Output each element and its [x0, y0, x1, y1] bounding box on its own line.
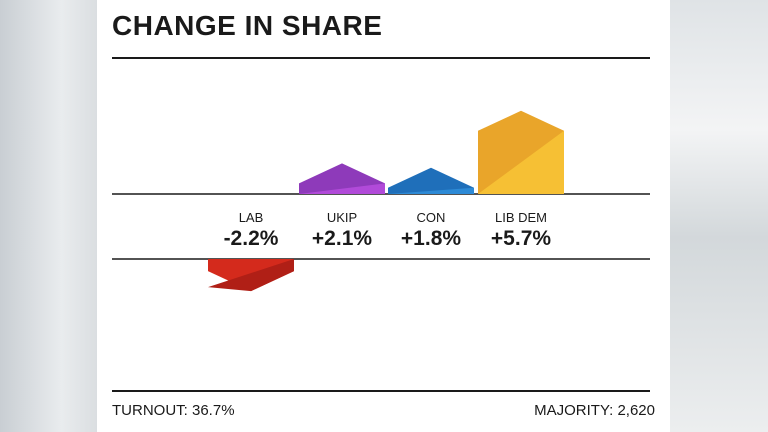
- bar-chart: LAB -2.2% UKIP +2.1% CON +1.8% LIB DEM +5.7%: [112, 110, 650, 292]
- value-label: +2.1%: [312, 227, 372, 250]
- bars-group: [208, 110, 564, 292]
- bar-shade: [299, 183, 385, 194]
- bar-lib-dem: [478, 110, 564, 194]
- chart-title: CHANGE IN SHARE: [112, 10, 383, 41]
- bar-ukip: [299, 163, 385, 194]
- bar-shape: [388, 167, 474, 194]
- bottom-rule: [112, 390, 650, 392]
- value-label: +1.8%: [401, 227, 461, 250]
- graphic-panel: CHANGE IN SHARE LAB -2.2% UKIP +2.1% CON +1.8…: [97, 0, 670, 432]
- bar-shade: [388, 187, 474, 194]
- bar-lab: [208, 259, 294, 292]
- category-label: LIB DEM: [495, 210, 547, 225]
- top-rule: [112, 57, 650, 59]
- majority-text: MAJORITY: 2,620: [534, 402, 655, 419]
- category-label: LAB: [239, 210, 264, 225]
- value-label: +5.7%: [491, 227, 551, 250]
- category-label: CON: [417, 210, 446, 225]
- bar-shade: [478, 130, 564, 194]
- bar-shade: [208, 259, 294, 292]
- turnout-text: TURNOUT: 36.7%: [112, 402, 235, 419]
- labels-group: LAB -2.2% UKIP +2.1% CON +1.8% LIB DEM +5.7%: [224, 210, 552, 250]
- category-label: UKIP: [327, 210, 357, 225]
- background-right: [670, 0, 768, 432]
- value-label: -2.2%: [224, 227, 279, 250]
- bar-con: [388, 167, 474, 194]
